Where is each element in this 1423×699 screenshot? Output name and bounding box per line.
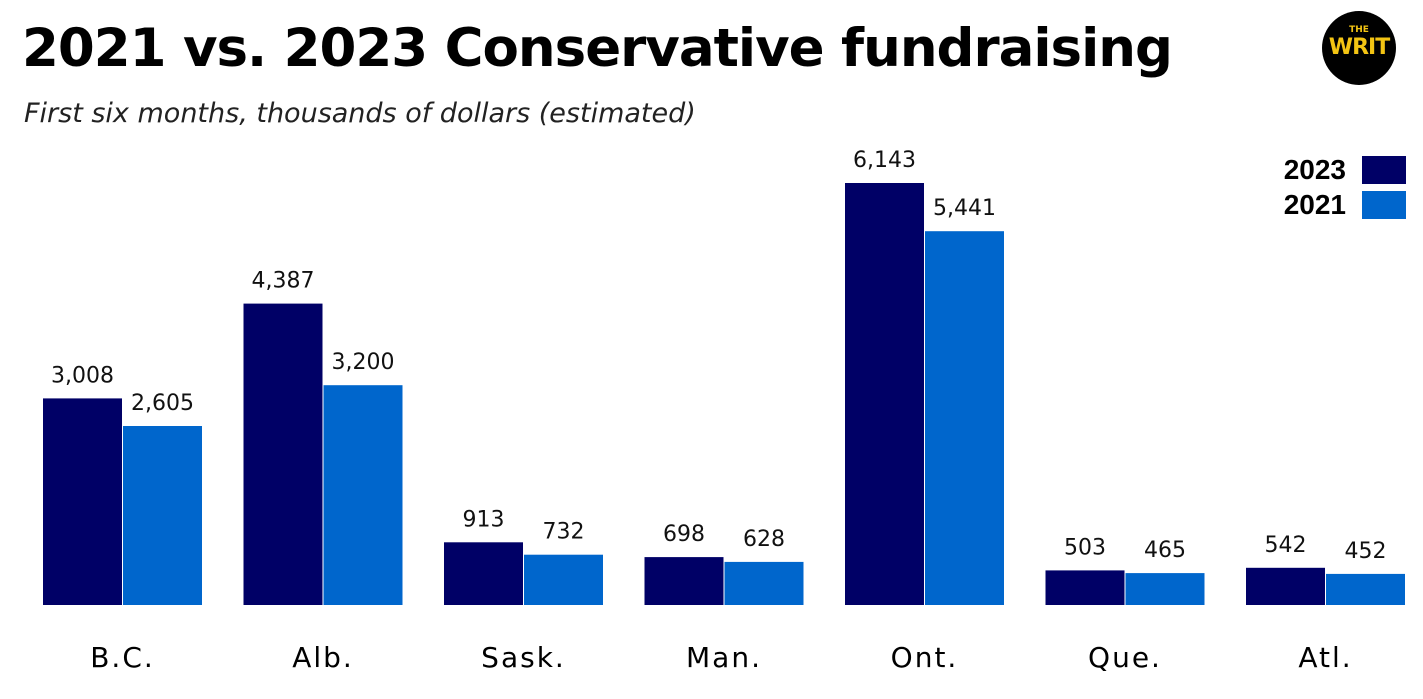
chart-title: 2021 vs. 2023 Conservative fundraising	[22, 18, 1173, 79]
bar-2021-1	[323, 385, 403, 605]
bar-2021-5	[1125, 573, 1205, 605]
data-label-2023-4: 6,143	[853, 148, 916, 173]
data-label-2023-0: 3,008	[51, 363, 114, 388]
category-label-1: Alb.	[292, 641, 354, 674]
data-label-2021-2: 732	[543, 520, 585, 545]
bar-2021-3	[724, 561, 804, 605]
legend-item-2021: 2021	[1268, 189, 1406, 224]
legend-swatch-2021	[1362, 191, 1406, 219]
data-label-2021-0: 2,605	[131, 391, 194, 416]
category-label-0: B.C.	[90, 641, 155, 674]
data-label-2021-1: 3,200	[332, 350, 395, 375]
legend-label-2021: 2021	[1283, 189, 1346, 220]
bar-2021-4	[925, 231, 1004, 605]
bar-2021-2	[524, 554, 603, 605]
bar-2023-3	[644, 557, 724, 605]
logo-text-big: WRIT	[1328, 35, 1390, 60]
logo-text-small: THE	[1349, 25, 1369, 35]
data-label-2021-4: 5,441	[933, 196, 996, 221]
data-label-2021-6: 452	[1345, 539, 1387, 564]
data-label-2021-5: 465	[1144, 538, 1186, 563]
legend-label-2023: 2023	[1283, 154, 1346, 185]
bar-2021-0	[123, 426, 202, 605]
bar-2023-2	[444, 542, 523, 605]
data-label-2023-3: 698	[663, 522, 705, 547]
bar-2023-5	[1045, 570, 1125, 605]
legend-item-2023: 2023	[1268, 154, 1406, 189]
data-label-2023-5: 503	[1064, 535, 1106, 560]
bar-2023-4	[845, 183, 924, 605]
data-label-2023-6: 542	[1265, 533, 1307, 558]
category-label-2: Sask.	[481, 641, 566, 674]
bar-2021-6	[1326, 573, 1405, 605]
category-label-5: Que.	[1088, 641, 1162, 674]
category-label-3: Man.	[686, 641, 762, 674]
chart-legend: 2023 2021	[1268, 154, 1406, 224]
data-label-2021-3: 628	[743, 527, 785, 552]
category-label-6: Atl.	[1298, 641, 1352, 674]
bar-2023-0	[43, 398, 122, 605]
bar-2023-6	[1246, 567, 1325, 605]
category-label-4: Ont.	[891, 641, 959, 674]
data-label-2023-1: 4,387	[252, 269, 315, 294]
the-writ-logo: THE WRIT	[1322, 11, 1396, 85]
data-label-2023-2: 913	[463, 507, 505, 532]
bar-2023-1	[243, 303, 323, 605]
chart-subtitle: First six months, thousands of dollars (…	[24, 98, 696, 129]
legend-swatch-2023	[1362, 156, 1406, 184]
